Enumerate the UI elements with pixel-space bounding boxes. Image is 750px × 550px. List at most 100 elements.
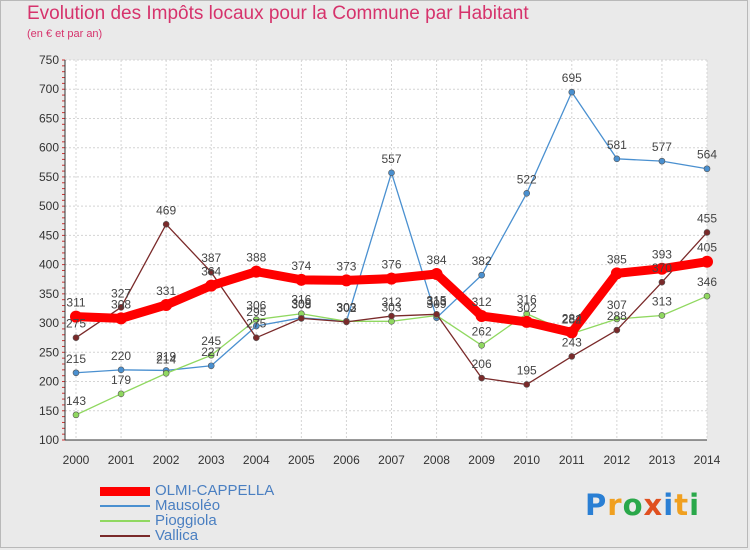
data-point [613,315,621,323]
data-label: 307 [607,298,627,312]
data-label: 577 [652,140,672,154]
data-point [523,189,531,197]
data-label: 370 [652,261,672,275]
data-label: 308 [291,297,311,311]
data-point [478,271,485,279]
data-label: 564 [697,148,717,162]
y-tick-label: 300 [39,316,59,330]
data-label: 382 [472,254,492,268]
data-label: 313 [427,294,447,308]
data-label: 327 [111,286,131,300]
data-point [298,315,305,322]
data-label: 282 [562,313,582,327]
data-label: 373 [336,259,356,273]
data-point [433,311,440,318]
data-label: 275 [246,317,266,331]
legend-swatch [100,505,150,508]
data-point [478,341,485,349]
x-tick-label: 2009 [468,453,495,467]
data-point [207,351,215,359]
y-tick-label: 200 [39,375,59,389]
chart-subtitle: (en € et par an) [27,28,103,40]
data-label: 313 [652,294,672,308]
data-label: 227 [201,345,221,359]
data-label: 316 [291,293,311,307]
x-tick-label: 2006 [333,453,360,467]
data-label: 384 [427,253,447,267]
logo-letter: i [689,488,701,522]
data-point [388,312,395,320]
data-label: 311 [66,296,85,310]
legend-label: Mausoléo [155,497,221,514]
data-point [520,315,533,328]
data-point [703,229,711,236]
data-label: 143 [66,394,86,408]
grid [65,59,708,441]
data-point [207,268,215,276]
data-label: 522 [517,172,537,186]
data-label: 303 [381,300,401,314]
x-tick-label: 2010 [513,453,540,467]
x-tick-label: 2013 [649,453,676,467]
x-tick-label: 2000 [63,453,90,467]
data-point [340,274,353,287]
data-label: 387 [201,251,221,265]
data-label: 195 [517,363,537,377]
data-label: 243 [562,335,582,349]
logo-letter: i [663,488,675,522]
logo-letter: t [674,488,690,522]
x-tick-label: 2007 [378,453,405,467]
data-label: 245 [201,334,221,348]
data-label: 214 [156,352,176,366]
data-label: 303 [336,300,356,314]
data-label: 302 [336,301,356,315]
legend-swatch [100,535,150,538]
data-point [610,267,623,280]
data-labels: 311 308 331 364 388 374 373 376 384 312 302 284 385 3… [66,71,717,408]
data-label: 295 [246,305,266,319]
data-label: 215 [66,352,86,366]
data-point [703,292,711,300]
logo-letter: x [643,488,664,522]
data-point [72,411,80,419]
y-tick-label: 150 [39,404,59,418]
data-label: 284 [562,311,582,325]
x-tick-label: 2014 [694,453,721,467]
data-point [162,220,170,228]
legend-label: OLMI-CAPPELLA [155,482,275,499]
y-tick-label: 550 [39,170,59,184]
data-label: 557 [381,152,401,166]
data-label: 309 [427,297,447,311]
data-point [655,262,668,275]
data-point [658,278,666,286]
y-tick-label: 600 [39,141,59,155]
data-point [162,370,170,377]
y-tick-label: 100 [39,433,59,447]
data-point [115,312,128,325]
data-point [117,303,125,311]
y-tick-label: 650 [39,111,59,125]
data-point [252,322,260,330]
data-label: 331 [156,284,176,298]
data-point [72,369,80,377]
legend-item: Vallica [100,528,274,543]
data-label: 309 [291,297,311,311]
legend-item: OLMI-CAPPELLA [100,483,274,498]
data-label: 316 [517,293,537,307]
data-label: 262 [472,324,492,338]
data-point [70,310,82,323]
data-label: 393 [652,248,672,262]
data-label: 469 [156,203,176,217]
data-point [523,381,531,388]
data-point [250,265,263,278]
data-point [207,362,215,370]
data-point [160,298,173,311]
x-tick-label: 2003 [198,453,225,467]
data-point [385,272,398,285]
data-point [117,366,125,374]
data-point [703,165,711,173]
data-label: 179 [111,373,131,387]
data-point [252,334,260,341]
data-label: 302 [517,301,537,315]
data-point [478,374,485,382]
